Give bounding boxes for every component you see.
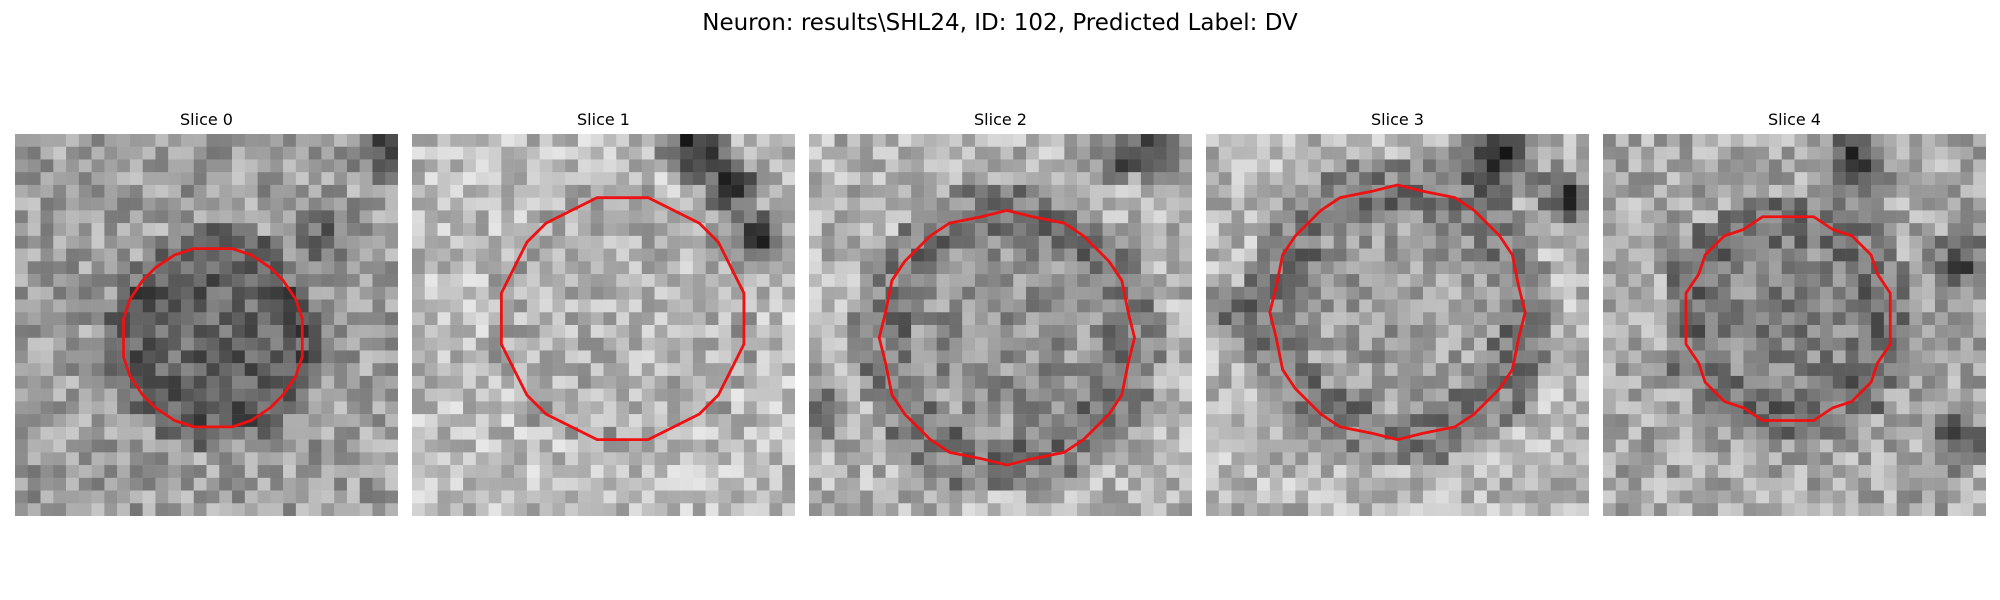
slice-image-2 (809, 134, 1192, 516)
figure-title: Neuron: results\SHL24, ID: 102, Predicte… (702, 10, 1298, 36)
slice-title-2: Slice 2 (974, 110, 1027, 129)
slice-panel-0: Slice 0 (15, 110, 398, 516)
roi-contour (877, 208, 1136, 467)
pixel-grid (1206, 134, 1589, 516)
roi-contour (122, 247, 304, 429)
pixel-grid (15, 134, 398, 516)
slice-image-4 (1603, 134, 1986, 516)
roi-contour (1684, 215, 1892, 422)
slice-image-0 (15, 134, 398, 516)
slice-image-1 (412, 134, 795, 516)
pixel-grid (1603, 134, 1986, 516)
roi-contour (1268, 183, 1527, 442)
slice-title-4: Slice 4 (1768, 110, 1821, 129)
slice-image-3 (1206, 134, 1589, 516)
slice-panel-3: Slice 3 (1206, 110, 1589, 516)
slice-title-0: Slice 0 (180, 110, 233, 129)
pixel-grid (412, 134, 795, 516)
slice-panel-4: Slice 4 (1603, 110, 1986, 516)
roi-contour (499, 196, 746, 442)
slice-panel-1: Slice 1 (412, 110, 795, 516)
slice-title-1: Slice 1 (577, 110, 630, 129)
slice-title-3: Slice 3 (1371, 110, 1424, 129)
pixel-grid (809, 134, 1192, 516)
slice-panel-2: Slice 2 (809, 110, 1192, 516)
